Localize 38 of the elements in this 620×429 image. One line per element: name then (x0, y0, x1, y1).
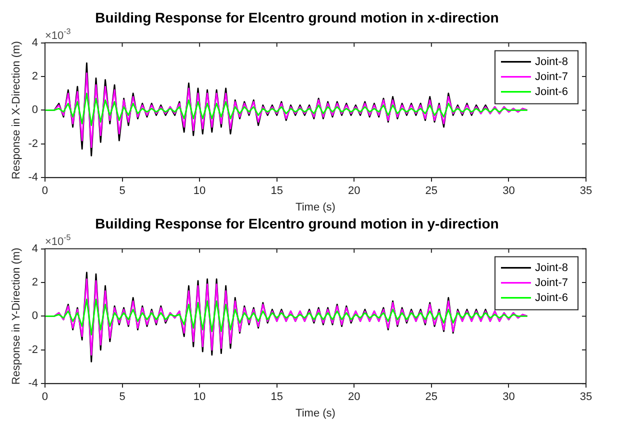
x-tick-label: 10 (193, 185, 206, 198)
x-tick-label: 5 (119, 391, 126, 404)
x-tick-label: 0 (42, 185, 48, 198)
x-tick-label: 0 (42, 391, 48, 404)
y-tick-label: -2 (28, 138, 38, 150)
x-tick-label: 25 (425, 185, 438, 198)
y-tick-label: 2 (32, 276, 38, 289)
legend-label: Joint-8 (534, 262, 568, 274)
y-tick-label: -2 (28, 344, 38, 356)
y-tick-label: 0 (32, 310, 38, 322)
x-tick-label: 10 (193, 391, 206, 404)
chart-title: Building Response for Elcentro ground motion in y-direction (95, 215, 499, 232)
x-axis-title: Time (s) (296, 407, 336, 420)
x-tick-label: 15 (270, 185, 283, 198)
x-tick-label: 15 (270, 391, 283, 404)
y-tick-label: 4 (32, 242, 38, 255)
y-tick-label: -4 (28, 378, 38, 390)
x-tick-label: 35 (580, 391, 592, 404)
x-tick-label: 20 (348, 391, 360, 404)
legend-label: Joint-8 (534, 56, 568, 68)
chart-title: Building Response for Elcentro ground motion in x-direction (95, 9, 499, 26)
y-axis-title: Response in Y-Direction (m) (10, 248, 23, 385)
legend-label: Joint-6 (534, 292, 568, 304)
x-tick-label: 30 (502, 391, 515, 404)
x-tick-label: 25 (425, 391, 438, 404)
x-tick-label: 20 (348, 185, 360, 198)
y-tick-label: 2 (32, 70, 38, 83)
legend-label: Joint-7 (534, 276, 568, 289)
y-tick-label: 4 (32, 36, 38, 49)
x-tick-label: 5 (119, 185, 126, 198)
y-axis-title: Response in X-Direction (m) (10, 41, 23, 180)
x-tick-label: 35 (580, 185, 592, 198)
legend-label: Joint-7 (534, 70, 568, 83)
y-tick-label: 0 (32, 104, 38, 116)
x-tick-label: 30 (502, 185, 515, 198)
y-tick-label: -4 (28, 172, 38, 184)
x-axis-title: Time (s) (296, 201, 336, 214)
legend-label: Joint-6 (534, 86, 568, 98)
